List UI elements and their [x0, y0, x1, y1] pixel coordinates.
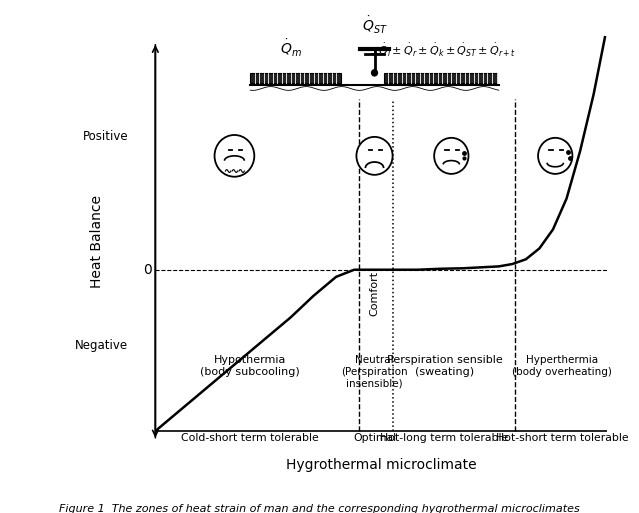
Text: Figure 1  The zones of heat strain of man and the corresponding hygrothermal mic: Figure 1 The zones of heat strain of man… [59, 504, 580, 513]
Circle shape [215, 135, 254, 177]
Text: Heat Balance: Heat Balance [89, 195, 104, 288]
Text: Hot-long term tolerable: Hot-long term tolerable [380, 433, 509, 443]
Circle shape [371, 70, 378, 76]
Text: Hyperthermia
(body overheating): Hyperthermia (body overheating) [512, 355, 612, 377]
Text: Cold-short term tolerable: Cold-short term tolerable [181, 433, 319, 443]
Bar [383, 73, 497, 83]
X-axis label: Hygrothermal microclimate: Hygrothermal microclimate [286, 458, 477, 472]
Circle shape [538, 138, 573, 174]
Text: Neutral
(Perspiration
insensible): Neutral (Perspiration insensible) [341, 355, 408, 388]
Text: Negative: Negative [75, 339, 128, 352]
Text: 0: 0 [143, 263, 151, 277]
Circle shape [357, 137, 392, 175]
Bar [250, 73, 341, 83]
Text: Hypothermia
(body subcooling): Hypothermia (body subcooling) [201, 355, 300, 377]
Text: Optimal: Optimal [353, 433, 396, 443]
Text: Perspiration sensible
(sweating): Perspiration sensible (sweating) [387, 355, 502, 377]
Text: $\dot{Q}_m$: $\dot{Q}_m$ [280, 37, 302, 58]
Text: $\pm\dot{Q}_l \pm\dot{Q}_r \pm\dot{Q}_k \pm\dot{Q}_{ST} \pm\dot{Q}_{r+t}$: $\pm\dot{Q}_l \pm\dot{Q}_r \pm\dot{Q}_k … [369, 42, 516, 58]
Text: Positive: Positive [82, 130, 128, 143]
Text: $\dot{Q}_{ST}$: $\dot{Q}_{ST}$ [362, 15, 387, 36]
Text: Hot-short term tolerable: Hot-short term tolerable [496, 433, 628, 443]
Circle shape [434, 138, 468, 174]
Text: Comfort: Comfort [369, 271, 380, 316]
